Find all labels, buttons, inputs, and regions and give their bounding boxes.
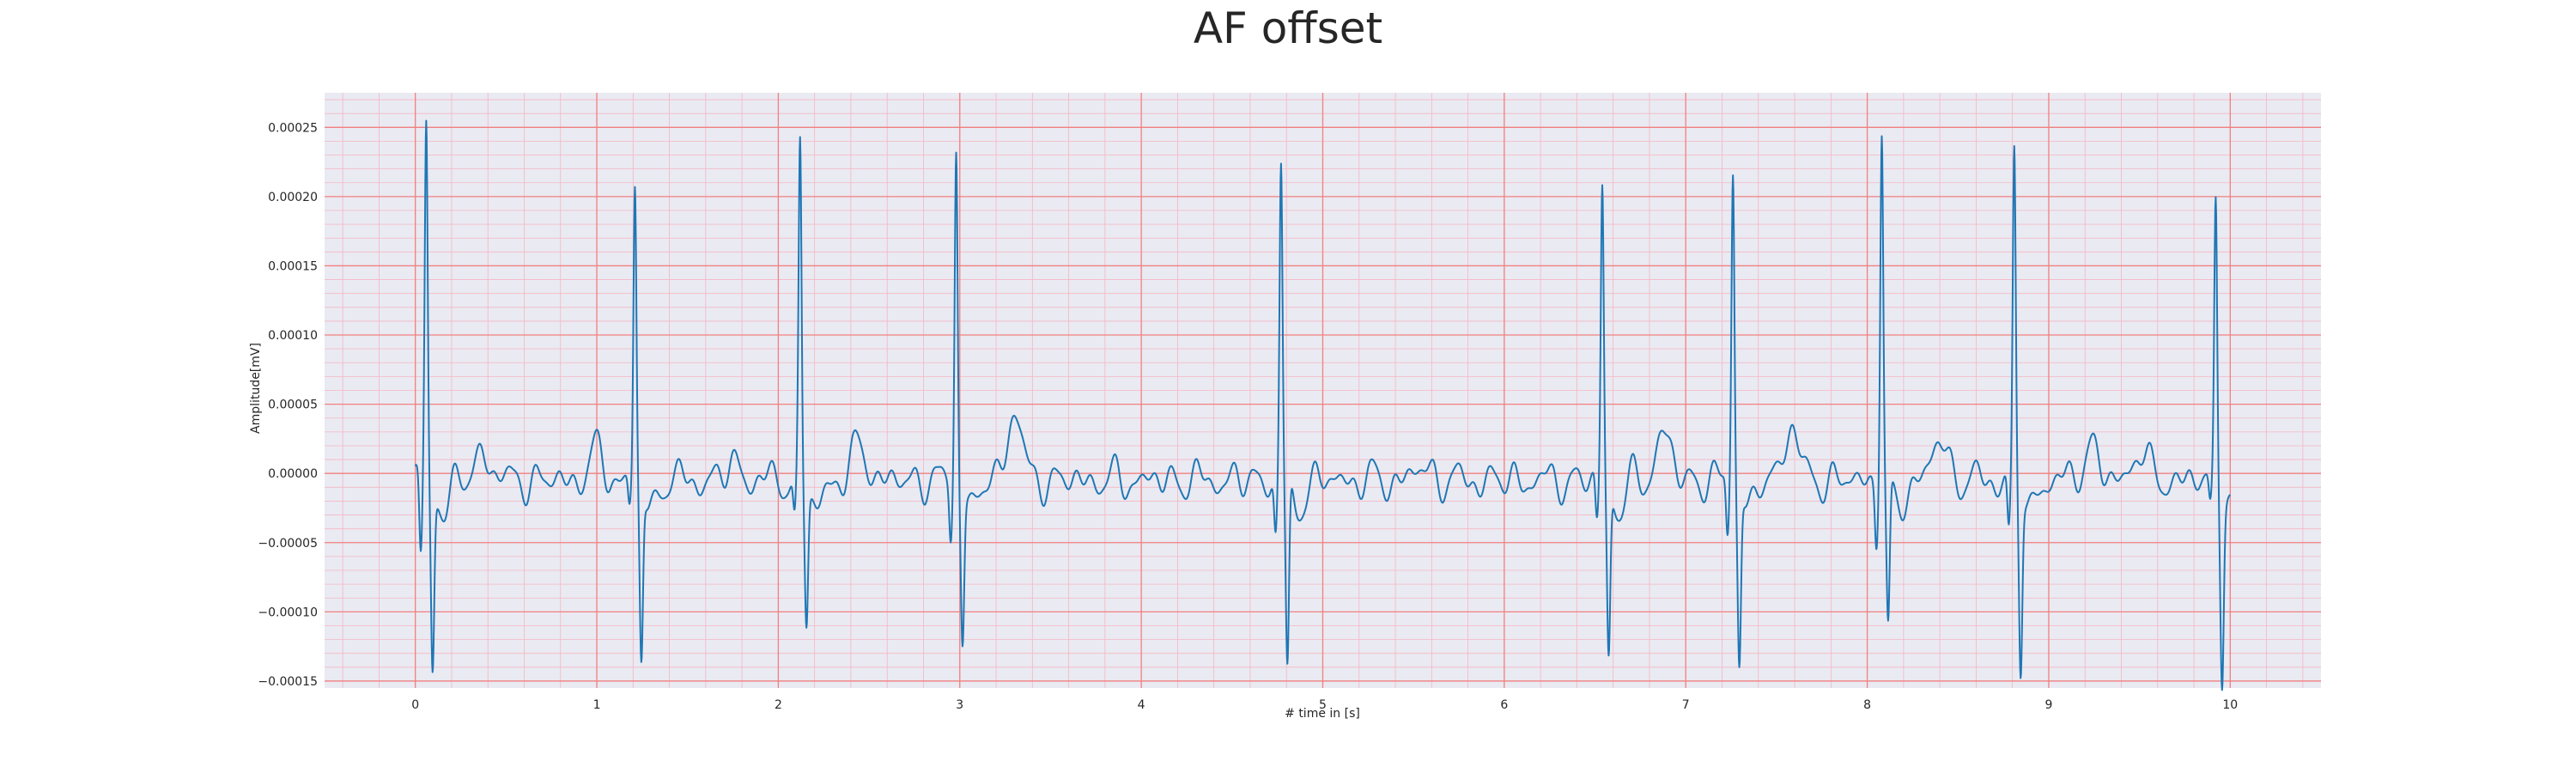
x-tick-label: 6 [1500, 698, 1508, 712]
x-tick-label: 5 [1319, 698, 1327, 712]
y-tick-label: 0.00015 [268, 259, 318, 273]
x-tick-label: 3 [956, 698, 963, 712]
y-tick-label: 0.00020 [268, 191, 318, 204]
x-tick-label: 0 [411, 698, 419, 712]
x-tick-label: 4 [1138, 698, 1145, 712]
y-tick-label: −0.00015 [258, 675, 318, 689]
y-tick-label: 0.00025 [268, 121, 318, 135]
y-tick-label: −0.00010 [258, 606, 318, 619]
y-tick-label: 0.00005 [268, 399, 318, 412]
x-tick-label: 1 [593, 698, 601, 712]
x-tick-label: 8 [1863, 698, 1871, 712]
x-axis-ticks: 0 1 2 3 4 5 6 7 8 9 10 [411, 698, 2238, 712]
x-tick-label: 7 [1682, 698, 1690, 712]
major-grid [325, 93, 2321, 688]
y-axis-ticks: −0.00015 −0.00010 −0.00005 0.00000 0.00005 0.… [258, 121, 318, 689]
x-tick-label: 9 [2044, 698, 2052, 712]
x-tick-label: 2 [775, 698, 782, 712]
y-tick-label: −0.00005 [258, 537, 318, 551]
y-axis-label: Amplitude[mV] [249, 343, 263, 434]
ecg-series-line [414, 119, 2232, 691]
x-tick-label: 10 [2222, 698, 2238, 712]
chart-title: AF offset [1194, 3, 1382, 53]
y-tick-label: 0.00000 [268, 467, 318, 481]
series-layer [414, 119, 2232, 691]
y-tick-label: 0.00010 [268, 329, 318, 343]
x-axis-label: # time in [s] [1285, 707, 1360, 721]
